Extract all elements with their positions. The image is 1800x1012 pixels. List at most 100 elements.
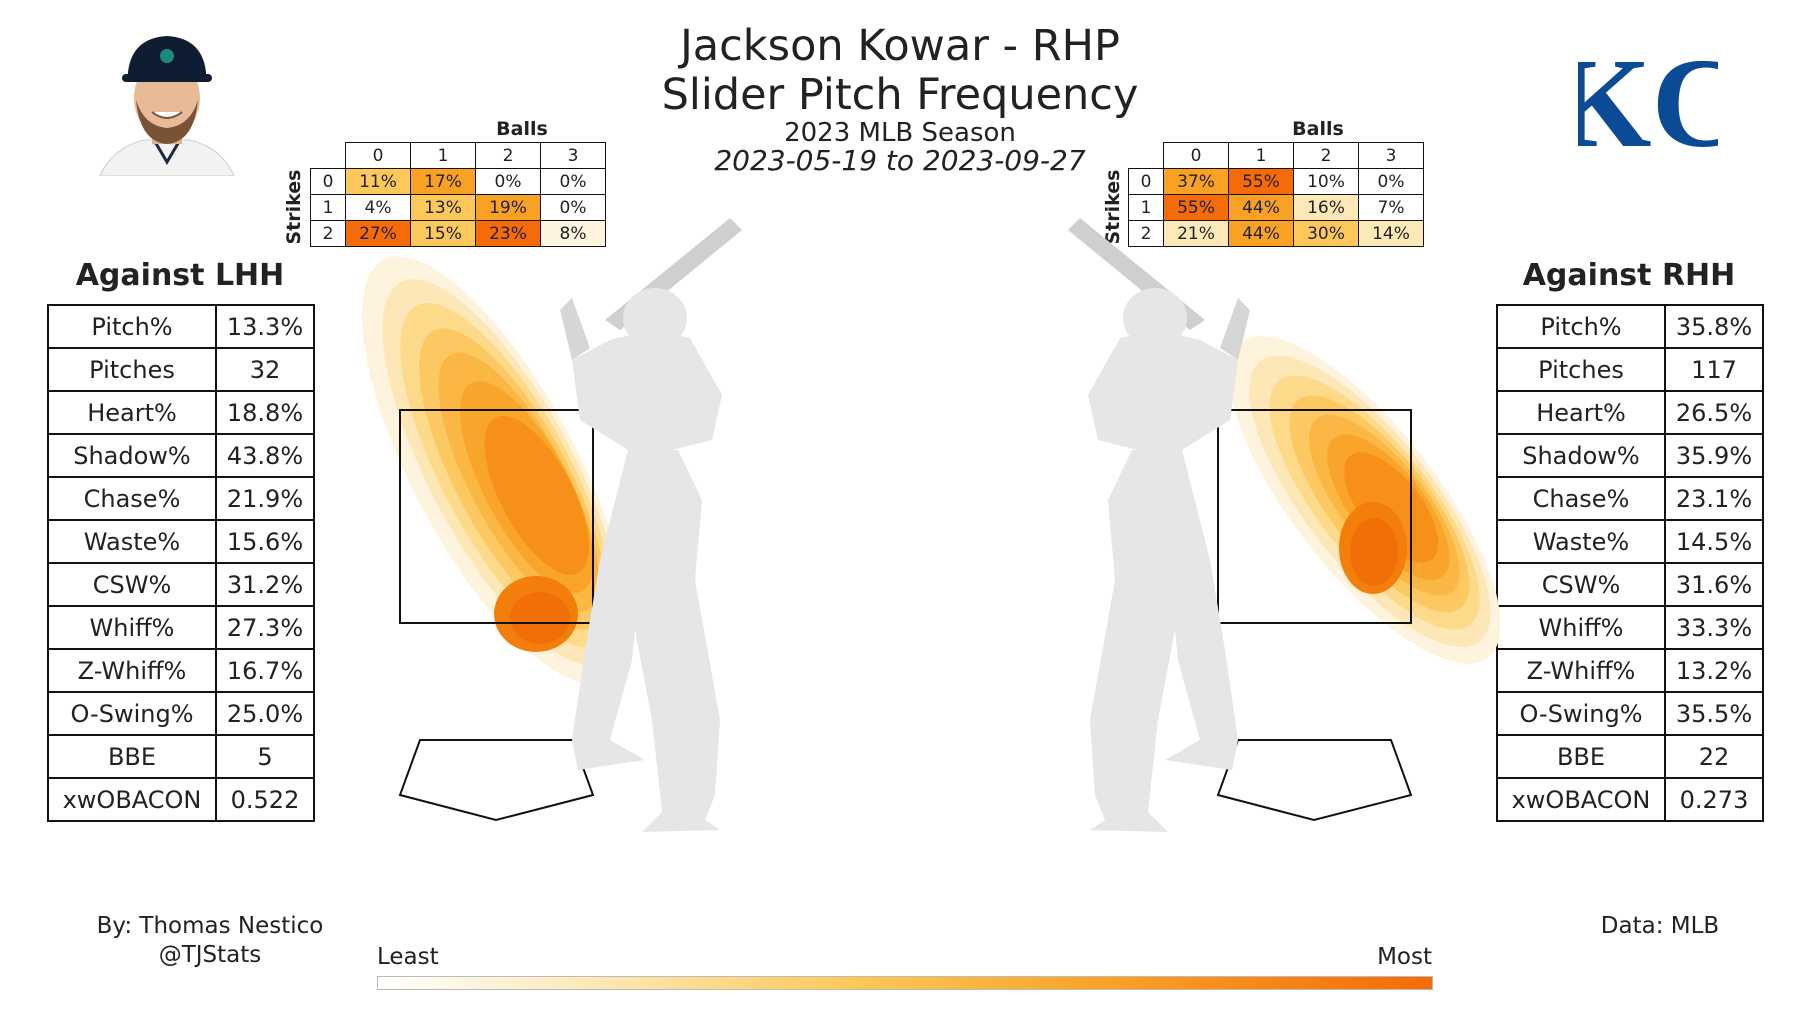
col-header: 3 — [1358, 142, 1424, 169]
cm-cell: 10% — [1293, 168, 1359, 195]
stat-label: O-Swing% — [47, 691, 217, 736]
row-header: 1 — [310, 194, 346, 221]
cm-cell: 11% — [345, 168, 411, 195]
stat-label: Shadow% — [47, 433, 217, 478]
author-handle: @TJStats — [158, 942, 262, 968]
cm-cell: 15% — [410, 220, 476, 247]
stat-value: 0.522 — [215, 777, 315, 822]
col-header: 3 — [540, 142, 606, 169]
stat-label: Waste% — [1496, 519, 1666, 564]
stat-value: 32 — [215, 347, 315, 392]
stat-value: 0.273 — [1664, 777, 1764, 822]
stat-label: Pitches — [1496, 347, 1666, 392]
stat-value: 35.9% — [1664, 433, 1764, 478]
stat-value: 16.7% — [215, 648, 315, 693]
stat-value: 15.6% — [215, 519, 315, 564]
stat-value: 33.3% — [1664, 605, 1764, 650]
lhh-strike-zone — [399, 409, 594, 624]
title-line-2: Slider Pitch Frequency — [661, 70, 1139, 120]
stat-label: CSW% — [1496, 562, 1666, 607]
stat-label: CSW% — [47, 562, 217, 607]
rhh-balls-label: Balls — [1292, 118, 1344, 140]
lhh-stats-table: Pitch% 13.3% Pitches 32 Heart% 18.8% Shadow… — [47, 304, 315, 822]
colorbar — [377, 976, 1433, 990]
stat-label: Pitch% — [1496, 304, 1666, 349]
team-logo: KC — [1552, 28, 1744, 174]
cm-cell: 0% — [540, 194, 606, 221]
page-title: Jackson Kowar - RHP Slider Pitch Frequen… — [550, 22, 1250, 120]
season-label: 2023 MLB Season — [784, 118, 1016, 148]
cm-cell: 0% — [1358, 168, 1424, 195]
rhh-strike-zone — [1217, 409, 1412, 624]
rhh-count-matrix: 0 1 2 3 0 37% 55% 10% 0% 1 55% 44% 16% 7… — [1128, 142, 1424, 247]
stat-label: Whiff% — [47, 605, 217, 650]
stat-label: Waste% — [47, 519, 217, 564]
stat-value: 21.9% — [215, 476, 315, 521]
stat-label: Pitches — [47, 347, 217, 392]
stat-value: 35.5% — [1664, 691, 1764, 736]
cm-cell: 27% — [345, 220, 411, 247]
row-header: 2 — [310, 220, 346, 247]
stat-value: 26.5% — [1664, 390, 1764, 435]
stat-value: 18.8% — [215, 390, 315, 435]
stat-label: Pitch% — [47, 304, 217, 349]
author-credit: By: Thomas Nestico @TJStats — [60, 912, 360, 970]
stat-label: Heart% — [47, 390, 217, 435]
row-header: 2 — [1128, 220, 1164, 247]
stat-label: Z-Whiff% — [47, 648, 217, 693]
pitch-location-graphic — [361, 218, 1500, 832]
cm-cell: 16% — [1293, 194, 1359, 221]
row-header: 1 — [1128, 194, 1164, 221]
cm-cell: 8% — [540, 220, 606, 247]
colorbar-min-label: Least — [377, 944, 439, 970]
stat-value: 13.3% — [215, 304, 315, 349]
stat-value: 43.8% — [215, 433, 315, 478]
col-header: 2 — [1293, 142, 1359, 169]
lhh-balls-label: Balls — [496, 118, 548, 140]
stat-label: Chase% — [47, 476, 217, 521]
stat-value: 27.3% — [215, 605, 315, 650]
author-name: By: Thomas Nestico — [96, 913, 324, 939]
stat-value: 25.0% — [215, 691, 315, 736]
cm-cell: 19% — [475, 194, 541, 221]
stat-value: 31.6% — [1664, 562, 1764, 607]
row-header: 0 — [1128, 168, 1164, 195]
cm-cell: 23% — [475, 220, 541, 247]
cm-cell: 0% — [540, 168, 606, 195]
stat-value: 22 — [1664, 734, 1764, 779]
col-header: 2 — [475, 142, 541, 169]
cm-cell: 14% — [1358, 220, 1424, 247]
colorbar-max-label: Most — [1377, 944, 1432, 970]
col-header: 1 — [1228, 142, 1294, 169]
cm-cell: 44% — [1228, 220, 1294, 247]
cm-cell: 17% — [410, 168, 476, 195]
cm-cell: 44% — [1228, 194, 1294, 221]
stat-label: xwOBACON — [47, 777, 217, 822]
cm-cell: 55% — [1163, 194, 1229, 221]
stat-label: Chase% — [1496, 476, 1666, 521]
lhh-batter-silhouette — [560, 218, 742, 832]
cm-cell: 7% — [1358, 194, 1424, 221]
player-headshot — [99, 36, 235, 176]
stat-value: 14.5% — [1664, 519, 1764, 564]
stat-label: Whiff% — [1496, 605, 1666, 650]
stat-value: 117 — [1664, 347, 1764, 392]
cm-cell: 21% — [1163, 220, 1229, 247]
stat-value: 35.8% — [1664, 304, 1764, 349]
stat-label: xwOBACON — [1496, 777, 1666, 822]
row-header: 0 — [310, 168, 346, 195]
stat-label: Shadow% — [1496, 433, 1666, 478]
cm-cell: 55% — [1228, 168, 1294, 195]
stat-value: 13.2% — [1664, 648, 1764, 693]
rhh-title: Against RHH — [1522, 258, 1736, 293]
lhh-title: Against LHH — [75, 258, 285, 293]
stat-value: 31.2% — [215, 562, 315, 607]
date-range: 2023-05-19 to 2023-09-27 — [714, 144, 1086, 177]
cm-cell: 4% — [345, 194, 411, 221]
title-line-1: Jackson Kowar - RHP — [680, 21, 1120, 71]
col-header: 0 — [1163, 142, 1229, 169]
col-header: 1 — [410, 142, 476, 169]
cm-cell: 37% — [1163, 168, 1229, 195]
rhh-home-plate — [1216, 739, 1413, 822]
stat-label: Heart% — [1496, 390, 1666, 435]
